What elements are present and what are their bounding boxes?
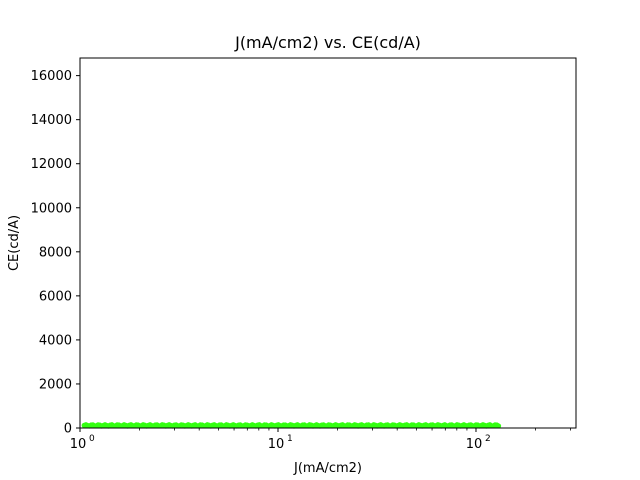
x-tick-exponent: 0 xyxy=(89,434,95,444)
chart-title: J(mA/cm2) vs. CE(cd/A) xyxy=(234,33,421,52)
x-axis-label: J(mA/cm2) xyxy=(293,461,362,476)
y-axis-label: CE(cd/A) xyxy=(7,215,22,271)
x-tick-exponent: 1 xyxy=(287,434,293,444)
y-axis: 0 2000 4000 6000 8000 10000 12000 14000 16000 xyxy=(31,69,80,437)
x-tick-label: 10 xyxy=(466,437,483,452)
y-tick-label: 12000 xyxy=(31,157,72,172)
x-tick-label: 10 xyxy=(70,437,87,452)
y-tick-label: 16000 xyxy=(31,69,72,84)
y-tick-label: 14000 xyxy=(31,113,72,128)
x-tick-label: 10 xyxy=(268,437,285,452)
data-point xyxy=(495,423,502,429)
y-tick-label: 10000 xyxy=(31,201,72,216)
plot-area xyxy=(79,57,577,429)
x-tick-exponent: 2 xyxy=(485,434,491,444)
y-tick-label: 4000 xyxy=(39,333,72,348)
y-tick-label: 0 xyxy=(64,422,72,437)
y-tick-label: 2000 xyxy=(39,377,72,392)
plot-frame xyxy=(79,57,577,429)
x-axis: 10 0 10 1 10 2 xyxy=(70,428,571,452)
y-tick-label: 6000 xyxy=(39,289,72,304)
y-tick-label: 8000 xyxy=(39,245,72,260)
